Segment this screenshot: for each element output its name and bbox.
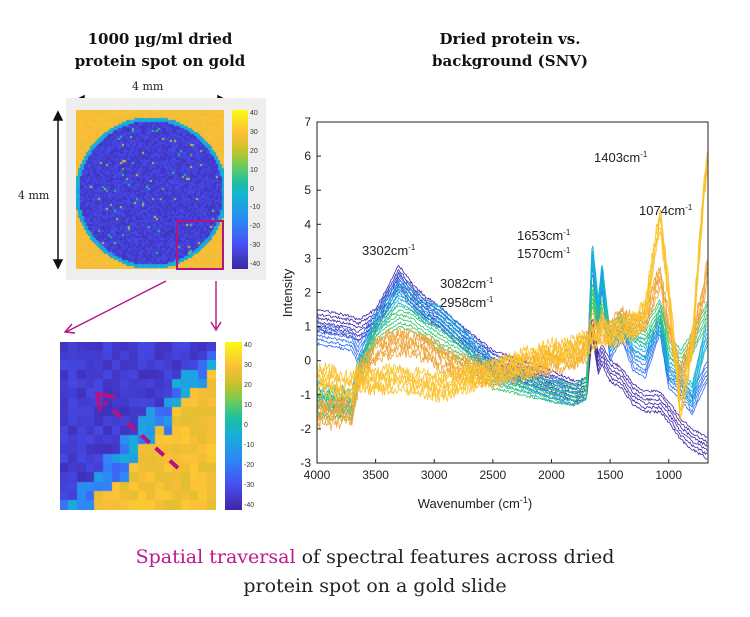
peak-annotation: 1570cm-1 xyxy=(517,246,571,261)
colorbar-tick: 20 xyxy=(250,147,258,155)
spectrum-line xyxy=(316,158,708,411)
caption-line1: of spectral features across dried xyxy=(295,546,615,568)
colorbar-top-ticks: 40 30 20 10 0 -10 -20 -30 -40 xyxy=(250,110,270,269)
y-tick-label: 5 xyxy=(304,183,311,197)
right-panel-title: Dried protein vs. background (SNV) xyxy=(400,28,620,72)
colorbar-tick: 10 xyxy=(250,166,258,174)
y-tick-label: 0 xyxy=(304,354,311,368)
colorbar-tick: 30 xyxy=(244,362,252,369)
y-tick-label: -2 xyxy=(300,422,311,436)
traversal-arrow xyxy=(94,391,180,470)
colorbar-tick: 30 xyxy=(250,128,258,136)
x-tick-label: 3500 xyxy=(362,468,389,482)
colorbar-tick: -20 xyxy=(250,223,261,231)
colorbar-zoom xyxy=(225,342,242,510)
peak-annotation: 3082cm-1 xyxy=(440,276,494,291)
spectra-chart: 4000 3500 3000 2500 2000 1500 1000 -3 -2 -1 0 1 2 3 4 5… xyxy=(280,115,709,511)
peak-annotation: 2958cm-1 xyxy=(440,295,494,310)
protein-spot-heatmap xyxy=(76,110,224,269)
left-title-line1: 1000 µg/ml dried xyxy=(87,30,233,48)
spectrum-line xyxy=(316,265,708,417)
peak-annotation: 1074cm-1 xyxy=(639,203,693,218)
right-title-line1: Dried protein vs. xyxy=(439,30,581,48)
x-axis-label: Wavenumber (cm-1) xyxy=(418,495,532,511)
colorbar-tick: -40 xyxy=(244,502,255,509)
colorbar-tick: 40 xyxy=(244,342,252,349)
y-tick-label: 1 xyxy=(304,320,311,334)
zoom-callout-arrows xyxy=(63,280,222,334)
y-tick-label: 7 xyxy=(304,115,311,129)
caption-line2: protein spot on a gold slide xyxy=(243,575,507,597)
zoomed-edge-heatmap xyxy=(60,342,216,510)
figure-caption: Spatial traversal of spectral features a… xyxy=(0,543,750,601)
peak-annotation: 1403cm-1 xyxy=(594,150,648,165)
height-label: 4 mm xyxy=(18,189,50,202)
colorbar-tick: -10 xyxy=(250,204,261,212)
y-tick-label: 4 xyxy=(304,217,311,231)
colorbar-tick: 10 xyxy=(244,402,252,409)
x-tick-label: 1500 xyxy=(597,468,624,482)
spectrum-line xyxy=(316,301,708,418)
colorbar-tick: 20 xyxy=(244,382,252,389)
y-tick-label: -1 xyxy=(300,388,311,402)
y-tick-label: -3 xyxy=(300,456,311,470)
spectrum-line xyxy=(316,297,708,414)
y-tick-label: 3 xyxy=(304,251,311,265)
spectrum-line xyxy=(316,159,708,402)
left-title-line2: protein spot on gold xyxy=(74,52,246,70)
colorbar-tick: 0 xyxy=(244,422,248,429)
spectrum-line xyxy=(316,172,708,419)
y-tick-label: 6 xyxy=(304,149,311,163)
colorbar-tick: -10 xyxy=(244,442,255,449)
colorbar-tick: -20 xyxy=(244,462,255,469)
x-tick-label: 2500 xyxy=(480,468,507,482)
left-panel-title: 1000 µg/ml dried protein spot on gold xyxy=(40,28,280,72)
colorbar-tick: -40 xyxy=(250,261,261,268)
right-title-line2: background (SNV) xyxy=(431,52,589,70)
x-tick-label: 4000 xyxy=(304,468,331,482)
colorbar-top xyxy=(232,110,248,269)
x-tick-label: 1000 xyxy=(655,468,682,482)
spectrum-line xyxy=(316,151,708,400)
caption-highlight: Spatial traversal xyxy=(135,546,296,568)
colorbar-tick: 0 xyxy=(250,185,254,193)
zoom-region-box xyxy=(176,220,224,270)
colorbar-tick: -30 xyxy=(250,242,261,250)
colorbar-tick: -30 xyxy=(244,482,255,489)
colorbar-tick: 40 xyxy=(250,110,258,117)
spectrum-line xyxy=(316,259,708,409)
width-label: 4 mm xyxy=(132,80,164,93)
peak-annotation: 1653cm-1 xyxy=(517,228,571,243)
colorbar-zoom-ticks: 40 30 20 10 0 -10 -20 -30 -40 xyxy=(244,342,264,510)
x-tick-label: 3000 xyxy=(421,468,448,482)
y-axis-label: Intensity xyxy=(280,268,295,317)
x-tick-label: 2000 xyxy=(538,468,565,482)
y-tick-label: 2 xyxy=(304,286,311,300)
peak-annotation: 3302cm-1 xyxy=(362,243,416,258)
